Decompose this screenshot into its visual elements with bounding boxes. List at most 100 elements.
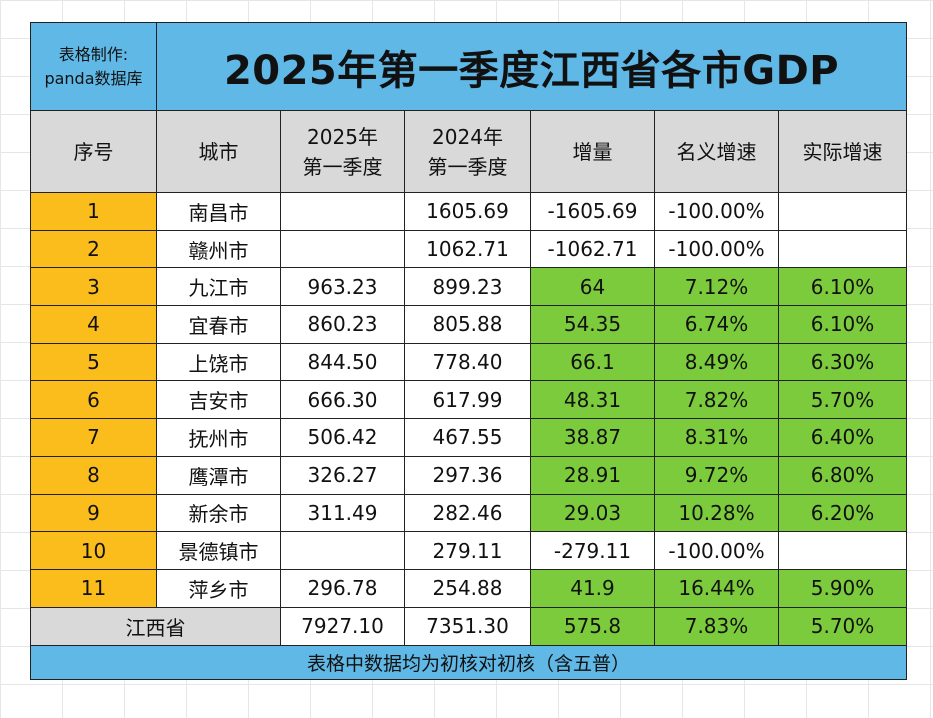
maker-line2: panda数据库 <box>44 68 143 88</box>
row-gdp-2025: 844.50 <box>280 342 405 382</box>
row-city: 上饶市 <box>156 342 281 382</box>
row-nominal-growth: 6.74% <box>654 305 779 344</box>
header-gdp-2024-line2: 第一季度 <box>427 154 508 179</box>
row-nominal-growth: 8.31% <box>654 418 779 457</box>
row-index: 9 <box>30 493 157 533</box>
row-increase: 48.31 <box>530 380 655 420</box>
row-real-growth: 6.30% <box>777 342 908 382</box>
total-row: 江西省 7927.10 7351.30 575.8 7.83% 5.70% <box>30 606 908 646</box>
row-increase: -279.11 <box>530 531 655 570</box>
footnote: 表格中数据均为初核对初核（含五普） <box>29 644 908 680</box>
row-gdp-2024: 279.11 <box>404 531 531 570</box>
row-index: 10 <box>30 531 157 570</box>
row-real-growth <box>777 229 908 269</box>
row-index: 8 <box>30 455 157 495</box>
header-gdp-2024: 2024年 第一季度 <box>404 110 531 193</box>
table-row: 6 吉安市 666.30 617.99 48.31 7.82% 5.70% <box>30 380 908 420</box>
row-gdp-2025 <box>280 229 405 269</box>
header-city: 城市 <box>156 110 281 193</box>
row-gdp-2025: 963.23 <box>280 267 405 307</box>
row-gdp-2024: 617.99 <box>404 380 531 420</box>
row-increase: 66.1 <box>530 342 655 382</box>
row-real-growth <box>777 531 908 570</box>
row-real-growth: 6.20% <box>777 493 908 533</box>
table-row: 2 赣州市 1062.71 -1062.71 -100.00% <box>30 229 908 269</box>
row-increase: -1605.69 <box>530 192 655 231</box>
maker-credit: 表格制作: panda数据库 <box>30 22 157 111</box>
row-increase: -1062.71 <box>530 229 655 269</box>
row-gdp-2024: 1605.69 <box>404 192 531 231</box>
table-row: 8 鹰潭市 326.27 297.36 28.91 9.72% 6.80% <box>30 455 908 495</box>
row-gdp-2025: 506.42 <box>280 418 405 457</box>
total-gdp-2024: 7351.30 <box>404 606 531 646</box>
total-nominal-growth: 7.83% <box>654 606 779 646</box>
row-city: 新余市 <box>156 493 281 533</box>
row-index: 2 <box>30 229 157 269</box>
total-increase: 575.8 <box>530 606 655 646</box>
header-row: 序号 城市 2025年 第一季度 2024年 第一季度 增量 名义增速 实际增速 <box>30 110 908 193</box>
table-row: 1 南昌市 1605.69 -1605.69 -100.00% <box>30 192 908 231</box>
row-real-growth: 6.10% <box>777 267 908 307</box>
row-real-growth: 5.70% <box>777 380 908 420</box>
row-gdp-2025: 326.27 <box>280 455 405 495</box>
row-index: 5 <box>30 342 157 382</box>
row-gdp-2024: 899.23 <box>404 267 531 307</box>
row-gdp-2024: 467.55 <box>404 418 531 457</box>
header-gdp-2025-line1: 2025年 <box>307 124 378 149</box>
table-row: 4 宜春市 860.23 805.88 54.35 6.74% 6.10% <box>30 305 908 344</box>
row-city: 鹰潭市 <box>156 455 281 495</box>
row-nominal-growth: 9.72% <box>654 455 779 495</box>
row-city: 赣州市 <box>156 229 281 269</box>
row-gdp-2024: 254.88 <box>404 568 531 608</box>
row-index: 7 <box>30 418 157 457</box>
row-gdp-2024: 297.36 <box>404 455 531 495</box>
row-city: 景德镇市 <box>156 531 281 570</box>
row-real-growth: 6.10% <box>777 305 908 344</box>
row-city: 宜春市 <box>156 305 281 344</box>
header-index: 序号 <box>30 110 157 193</box>
total-label: 江西省 <box>30 606 281 646</box>
table-row: 10 景德镇市 279.11 -279.11 -100.00% <box>30 531 908 570</box>
row-real-growth: 6.40% <box>777 418 908 457</box>
row-index: 6 <box>30 380 157 420</box>
row-gdp-2024: 282.46 <box>404 493 531 533</box>
row-index: 11 <box>30 568 157 608</box>
row-increase: 54.35 <box>530 305 655 344</box>
row-nominal-growth: 7.82% <box>654 380 779 420</box>
row-city: 九江市 <box>156 267 281 307</box>
table-row: 3 九江市 963.23 899.23 64 7.12% 6.10% <box>30 267 908 307</box>
row-increase: 29.03 <box>530 493 655 533</box>
row-gdp-2025 <box>280 192 405 231</box>
row-increase: 41.9 <box>530 568 655 608</box>
total-gdp-2025: 7927.10 <box>280 606 405 646</box>
gdp-table: 表格制作: panda数据库 2025年第一季度江西省各市GDP 序号 城市 2… <box>29 22 908 680</box>
row-nominal-growth: -100.00% <box>654 192 779 231</box>
maker-line1: 表格制作: <box>58 44 129 64</box>
row-nominal-growth: 8.49% <box>654 342 779 382</box>
total-real-growth: 5.70% <box>777 606 908 646</box>
row-real-growth <box>777 192 908 231</box>
row-increase: 64 <box>530 267 655 307</box>
row-index: 3 <box>30 267 157 307</box>
header-gdp-2025-line2: 第一季度 <box>302 154 383 179</box>
row-nominal-growth: 7.12% <box>654 267 779 307</box>
row-city: 吉安市 <box>156 380 281 420</box>
row-city: 抚州市 <box>156 418 281 457</box>
row-index: 4 <box>30 305 157 344</box>
row-gdp-2024: 805.88 <box>404 305 531 344</box>
row-nominal-growth: 16.44% <box>654 568 779 608</box>
header-gdp-2025: 2025年 第一季度 <box>280 110 405 193</box>
row-real-growth: 6.80% <box>777 455 908 495</box>
header-gdp-2024-line1: 2024年 <box>432 124 503 149</box>
row-nominal-growth: -100.00% <box>654 229 779 269</box>
row-city: 南昌市 <box>156 192 281 231</box>
title-row: 表格制作: panda数据库 2025年第一季度江西省各市GDP <box>30 22 908 111</box>
row-increase: 38.87 <box>530 418 655 457</box>
row-nominal-growth: 10.28% <box>654 493 779 533</box>
row-gdp-2025: 311.49 <box>280 493 405 533</box>
row-increase: 28.91 <box>530 455 655 495</box>
row-gdp-2024: 1062.71 <box>404 229 531 269</box>
header-real-growth: 实际增速 <box>777 110 908 193</box>
header-nominal-growth: 名义增速 <box>654 110 779 193</box>
row-gdp-2025: 860.23 <box>280 305 405 344</box>
